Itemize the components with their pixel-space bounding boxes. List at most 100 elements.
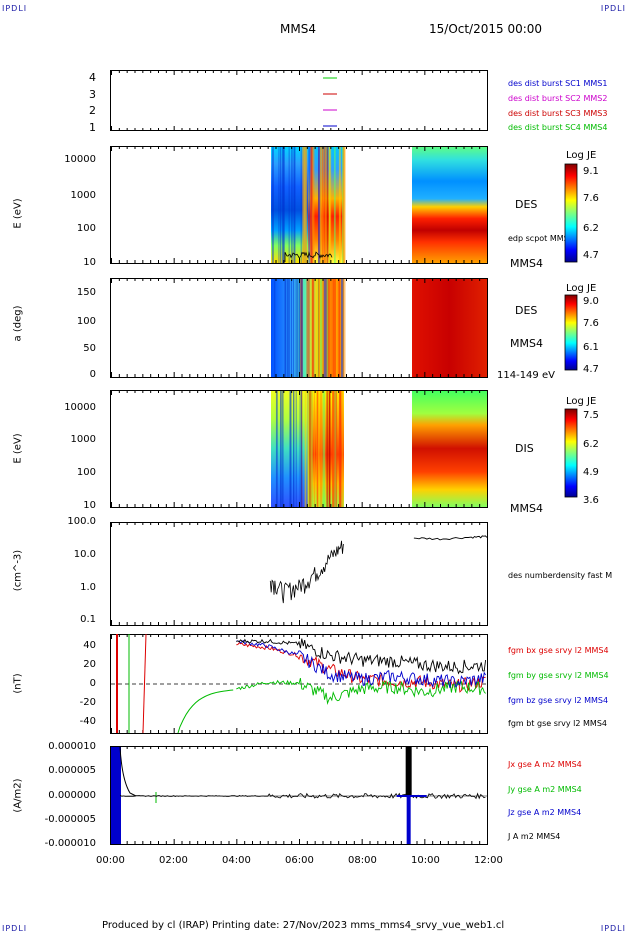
p3-species: DES (515, 304, 538, 317)
p1-markers (323, 77, 337, 127)
b-series-line (236, 639, 486, 689)
j-peak (405, 747, 412, 795)
p4-sc-label: MMS4 (510, 502, 543, 515)
spectro-streak (310, 390, 313, 507)
spectro-streak (284, 278, 286, 377)
p7-ytick: 0.000000 (48, 790, 96, 801)
p4-ytick: 1000 (70, 434, 96, 445)
spectro-streak (326, 390, 329, 507)
p6-ytick: -20 (79, 697, 96, 708)
p6-legend-bz: fgm bz gse srvy l2 MMS4 (508, 696, 609, 705)
x-tick: 12:00 (474, 855, 503, 866)
spectrogram-des-pitch (271, 278, 487, 377)
p5-ytick: 0.1 (80, 614, 96, 625)
p2-ytick: 10 (83, 257, 96, 268)
p2-ytick: 100 (76, 223, 96, 234)
spectro-streak (332, 390, 335, 507)
spectro-streak (319, 278, 323, 377)
axis-ticks (111, 70, 488, 844)
p6-ytick: 40 (83, 640, 96, 651)
p1-legend-sc4: des dist burst SC4 MMS4 (508, 123, 608, 132)
spectro-streak (311, 278, 314, 377)
scpot-line (284, 251, 333, 262)
spectro-streak (310, 146, 313, 263)
p3-ytick: 100 (76, 316, 96, 327)
j-decay (119, 746, 137, 797)
spectro-streak (296, 278, 298, 377)
x-tick: 04:00 (222, 855, 251, 866)
p7-legend-jy: Jy gse A m2 MMS4 (508, 785, 582, 794)
spectro-streak (295, 390, 297, 507)
spectro-streak (300, 390, 302, 507)
spacecraft-title: MMS4 (280, 22, 316, 36)
density-line-2 (413, 535, 488, 541)
spectro-streak (293, 278, 295, 377)
p3-ytick: 50 (83, 343, 96, 354)
spectro-streak (304, 390, 307, 507)
cb2-tick: 9.0 (583, 296, 599, 307)
spectro-streak (288, 146, 290, 263)
spectro-streak (334, 146, 336, 263)
density-series (269, 535, 488, 604)
cb3-tick: 6.2 (583, 439, 599, 450)
spectro-streak (293, 390, 295, 507)
p1-ytick: 2 (89, 104, 96, 117)
spectro-streak (286, 278, 288, 377)
spectro-streak (307, 390, 310, 507)
cb3-tick: 7.5 (583, 410, 599, 421)
corner-label-tr: IPDLI (600, 4, 626, 13)
spectro-streak (276, 390, 278, 507)
p7-legend-jz: Jz gse A m2 MMS4 (508, 808, 582, 817)
p7-ytick: -0.000010 (44, 838, 96, 849)
spectro-streak (292, 146, 294, 263)
p5-ytick: 10.0 (73, 549, 96, 560)
spectro-streak (328, 146, 330, 263)
spectro-streak (321, 146, 324, 263)
jz-early-block (111, 747, 121, 844)
spectro-streak (318, 146, 321, 263)
p5-legend: des numberdensity fast M (508, 571, 613, 580)
cb3-tick: 4.9 (583, 467, 599, 478)
spectro-streak (338, 278, 340, 377)
cb1-tick: 6.2 (583, 223, 599, 234)
spectro-streak (285, 278, 287, 377)
p4-ytick: 100 (76, 467, 96, 478)
cb2-tick: 6.1 (583, 342, 599, 353)
cb2-tick: 7.6 (583, 318, 599, 329)
bfield-series (116, 633, 487, 734)
spectro-streak (301, 278, 303, 377)
cb1-tick: 4.7 (583, 250, 599, 261)
p1-legend-sc3: des dist burst SC3 MMS3 (508, 109, 608, 118)
cb3-tick: 3.6 (583, 495, 599, 506)
p6-legend-bx: fgm bx gse srvy l2 MMS4 (508, 646, 609, 655)
spectro-streak (329, 278, 332, 377)
p6-legend-bt: fgm bt gse srvy l2 MMS4 (508, 719, 607, 728)
by-recovery (177, 689, 234, 734)
cb1-tick: 9.1 (583, 166, 599, 177)
spectro-streak (274, 278, 276, 377)
spectro-streak (324, 146, 326, 263)
spectro-streak (342, 146, 346, 263)
spectro-streak (326, 278, 329, 377)
spectro-streak (308, 278, 310, 377)
scpot-trace (284, 251, 333, 262)
spectro-streak (319, 146, 322, 263)
spectro-streak (329, 146, 332, 263)
p7-ytick: -0.000005 (44, 814, 96, 825)
cb1-title: Log JE (566, 150, 597, 161)
spectro-streak (326, 146, 329, 263)
p3-energy-range: 114-149 eV (497, 370, 555, 381)
p6-ytick: -40 (79, 716, 96, 727)
spectro-streak (282, 146, 284, 263)
footer-text: Produced by cl (IRAP) Printing date: 27/… (102, 920, 505, 931)
x-tick: 02:00 (159, 855, 188, 866)
x-tick: 10:00 (411, 855, 440, 866)
spectro-streak (288, 278, 290, 377)
spectro-streak (318, 278, 320, 377)
spectro-streak (290, 390, 292, 507)
p2-species: DES (515, 198, 538, 211)
spectro-streak (272, 146, 274, 263)
spectro-streak (339, 390, 342, 507)
spectro-streak (291, 146, 293, 263)
